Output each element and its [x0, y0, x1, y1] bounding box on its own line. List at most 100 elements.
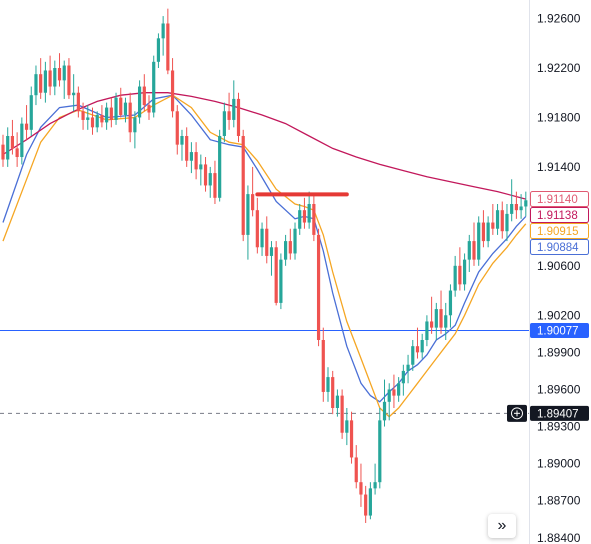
- candle-body: [326, 377, 330, 392]
- candle-body: [48, 70, 52, 87]
- candle-body: [340, 395, 344, 433]
- price-tag-ma: [530, 191, 589, 208]
- candle-body: [34, 74, 38, 96]
- candle-body: [425, 321, 429, 340]
- candle-body: [260, 228, 264, 248]
- candle-body: [481, 222, 486, 242]
- candle-body: [236, 98, 241, 136]
- candle-body: [62, 65, 66, 81]
- price-tag-label: 1.90884: [537, 242, 579, 254]
- candle-body: [514, 204, 518, 211]
- candle-body: [495, 210, 500, 229]
- plus-circle-icon: [511, 407, 523, 420]
- price-axis[interactable]: 1.926001.922001.918001.914001.910001.906…: [537, 12, 581, 544]
- candle-body: [166, 23, 170, 71]
- candle-body: [307, 204, 311, 223]
- candle-body: [67, 65, 71, 96]
- candle-body: [213, 173, 217, 198]
- candle-body: [114, 97, 118, 120]
- price-tick-label: 1.89300: [537, 420, 581, 434]
- candle-body: [335, 395, 340, 408]
- candle-body: [43, 70, 47, 93]
- candle-body: [119, 97, 123, 115]
- candle-body: [39, 74, 43, 93]
- candle-body: [486, 222, 490, 242]
- candle-body: [81, 111, 85, 120]
- candle-body: [368, 488, 372, 516]
- candle-body: [90, 117, 95, 128]
- price-tag-label: 1.90077: [537, 325, 579, 337]
- price-tick-label: 1.88400: [537, 531, 581, 544]
- candle-body: [444, 315, 448, 328]
- candle-body: [152, 61, 156, 113]
- candle-body: [519, 206, 523, 211]
- price-tick-label: 1.91400: [537, 160, 581, 174]
- candle-body: [194, 152, 198, 170]
- candle-body: [241, 136, 245, 235]
- candle-body: [349, 420, 354, 458]
- candle-body: [29, 95, 33, 130]
- price-tick-label: 1.89900: [537, 345, 581, 359]
- candle-body: [397, 383, 401, 396]
- candle-body: [105, 107, 109, 123]
- price-tag-label: 1.90915: [537, 226, 579, 238]
- candle-body: [95, 114, 99, 128]
- candle-body: [147, 105, 151, 113]
- candle-body: [462, 259, 467, 285]
- candle-body: [199, 164, 203, 170]
- candle-body: [203, 164, 208, 186]
- price-tag-label: 1.91140: [537, 194, 578, 206]
- price-tag-label: 1.91138: [537, 210, 578, 222]
- horizontal-lines: [0, 329, 529, 414]
- candle-body: [57, 68, 62, 81]
- candle-body: [123, 102, 128, 115]
- candle-body: [274, 247, 278, 303]
- candle-body: [392, 389, 396, 396]
- candle-body: [175, 111, 179, 145]
- price-tick-label: 1.91800: [537, 110, 581, 124]
- candle-body: [331, 377, 335, 408]
- candle-body: [430, 321, 434, 328]
- candle-body: [373, 482, 377, 489]
- candle-body: [359, 482, 363, 495]
- candle-body: [185, 136, 189, 161]
- candle-body: [161, 23, 165, 39]
- scroll-to-realtime-button[interactable]: »: [488, 514, 516, 538]
- candle-body: [265, 228, 269, 256]
- candle-body: [208, 173, 212, 186]
- candle-body: [76, 92, 80, 112]
- double-chevron-right-icon: »: [497, 517, 507, 534]
- moving-average-line: [2, 94, 527, 418]
- candle-body: [142, 86, 146, 106]
- candle-body: [316, 234, 321, 340]
- candle-body: [288, 241, 292, 254]
- candle-body: [170, 70, 175, 112]
- candle-body: [222, 111, 226, 136]
- candle-body: [109, 107, 113, 120]
- candle-body: [156, 38, 161, 62]
- candle-body: [453, 265, 457, 291]
- price-tag-ma: [530, 239, 589, 256]
- candle-body: [284, 241, 288, 260]
- candle-body: [491, 222, 495, 229]
- candle-body: [128, 102, 132, 133]
- price-tick-label: 1.89600: [537, 382, 581, 396]
- candle-body: [458, 265, 462, 285]
- candle-body: [354, 457, 358, 483]
- candle-body: [477, 222, 481, 260]
- candle-body: [448, 290, 453, 316]
- candle-body: [524, 200, 528, 207]
- candle-body: [189, 152, 193, 161]
- candle-body: [472, 241, 476, 260]
- candle-body: [100, 114, 104, 123]
- candle-body: [411, 346, 415, 365]
- candles: [1, 8, 528, 523]
- candle-body: [467, 241, 471, 260]
- candle-body: [510, 204, 514, 214]
- price-tick-label: 1.88700: [537, 494, 581, 508]
- candle-body: [439, 309, 443, 328]
- candle-body: [6, 136, 10, 160]
- candle-body: [15, 148, 19, 158]
- candle-body: [321, 340, 325, 392]
